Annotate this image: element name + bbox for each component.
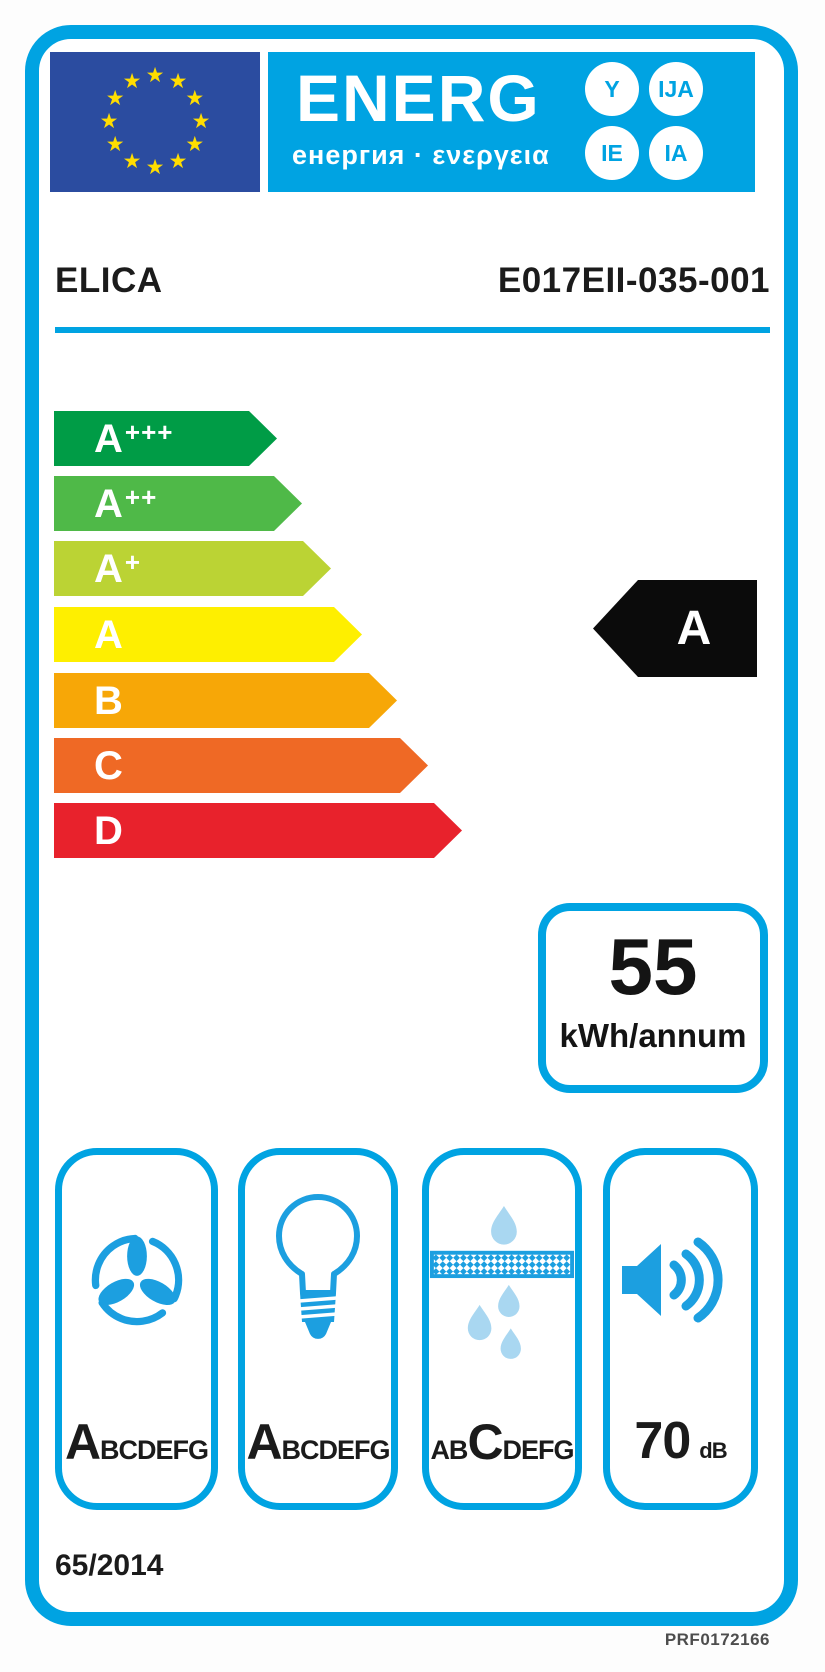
- scale-letter: B: [94, 678, 123, 723]
- scale-letter: A: [94, 481, 123, 526]
- fan-icon: [62, 1155, 211, 1405]
- brand-name: ELICA: [55, 261, 163, 300]
- energy-consumption-value: 55: [608, 922, 698, 1011]
- lighting-efficiency-rating: ABCDEFG: [246, 1414, 391, 1470]
- document-code: PRF0172166: [664, 1630, 770, 1649]
- scale-letter: A: [94, 546, 123, 591]
- scale-suffix: ++: [124, 481, 158, 512]
- noise-unit: dB: [699, 1438, 727, 1463]
- rating-grade: A: [64, 1414, 101, 1470]
- energ-logo-subtitle: енергия · ενεργεια: [292, 140, 550, 170]
- fan-efficiency-box: ABCDEFG: [55, 1148, 218, 1510]
- logo-suffix-circle-ie: IE: [585, 126, 639, 180]
- rating-suffix: BCDEFG: [100, 1435, 209, 1465]
- scale-suffix: +: [124, 546, 142, 577]
- energ-logo: ENERG енергия · ενεργεια Y IJA IE IA: [268, 52, 755, 192]
- fan-efficiency-rating: ABCDEFG: [64, 1414, 209, 1470]
- header-divider: [55, 327, 770, 333]
- noise-level-rating: 70 dB: [634, 1412, 727, 1470]
- scale-arrow-a-plus2: A ++: [54, 476, 302, 531]
- scale-letter: D: [94, 808, 123, 853]
- energy-label: ★ ★ ★ ★ ★ ★ ★ ★ ★ ★ ★ ★ ENERG енергия · …: [25, 25, 798, 1626]
- speaker-icon: [610, 1155, 751, 1405]
- rating-grade: C: [467, 1414, 503, 1470]
- lighting-efficiency-box: ABCDEFG: [238, 1148, 398, 1510]
- light-bulb-icon: [245, 1155, 391, 1405]
- energy-consumption-box: 55 kWh/annum: [538, 903, 768, 1093]
- noise-value: 70: [634, 1412, 691, 1470]
- current-class-indicator: A: [593, 580, 757, 677]
- scale-arrow-b: B: [54, 673, 397, 728]
- brand-row: ELICA E017EII-035-001: [55, 261, 770, 305]
- eu-flag: ★ ★ ★ ★ ★ ★ ★ ★ ★ ★ ★ ★: [50, 52, 260, 192]
- scale-arrow-d: D: [54, 803, 462, 858]
- rating-prefix: AB: [430, 1435, 468, 1465]
- grease-filter-box: ABCDEFG: [422, 1148, 582, 1510]
- scale-suffix: +++: [124, 416, 174, 447]
- noise-level-box: 70 dB: [603, 1148, 758, 1510]
- model-number: E017EII-035-001: [497, 261, 770, 300]
- logo-suffix-circle-ija: IJA: [649, 62, 703, 116]
- scale-letter: A: [94, 612, 123, 657]
- scale-arrow-c: C: [54, 738, 428, 793]
- scale-arrow-a-plus1: A +: [54, 541, 331, 596]
- grease-filter-icon: [429, 1155, 575, 1405]
- rating-grade: A: [246, 1414, 282, 1470]
- energy-consumption-unit: kWh/annum: [559, 1017, 747, 1054]
- scale-letter: A: [94, 416, 123, 461]
- scale-arrow-a: A: [54, 607, 362, 662]
- energ-logo-word: ENERG: [296, 61, 541, 135]
- logo-suffix-circle-ia: IA: [649, 126, 703, 180]
- logo-suffix-circle-y: Y: [585, 62, 639, 116]
- grease-filter-rating: ABCDEFG: [430, 1414, 575, 1470]
- rating-suffix: DEFG: [502, 1435, 575, 1465]
- regulation-reference: 65/2014: [55, 1549, 164, 1582]
- scale-letter: C: [94, 743, 123, 788]
- scale-arrow-a-plus3: A +++: [54, 411, 277, 466]
- rating-suffix: BCDEFG: [281, 1435, 391, 1465]
- current-class-letter: A: [676, 601, 712, 655]
